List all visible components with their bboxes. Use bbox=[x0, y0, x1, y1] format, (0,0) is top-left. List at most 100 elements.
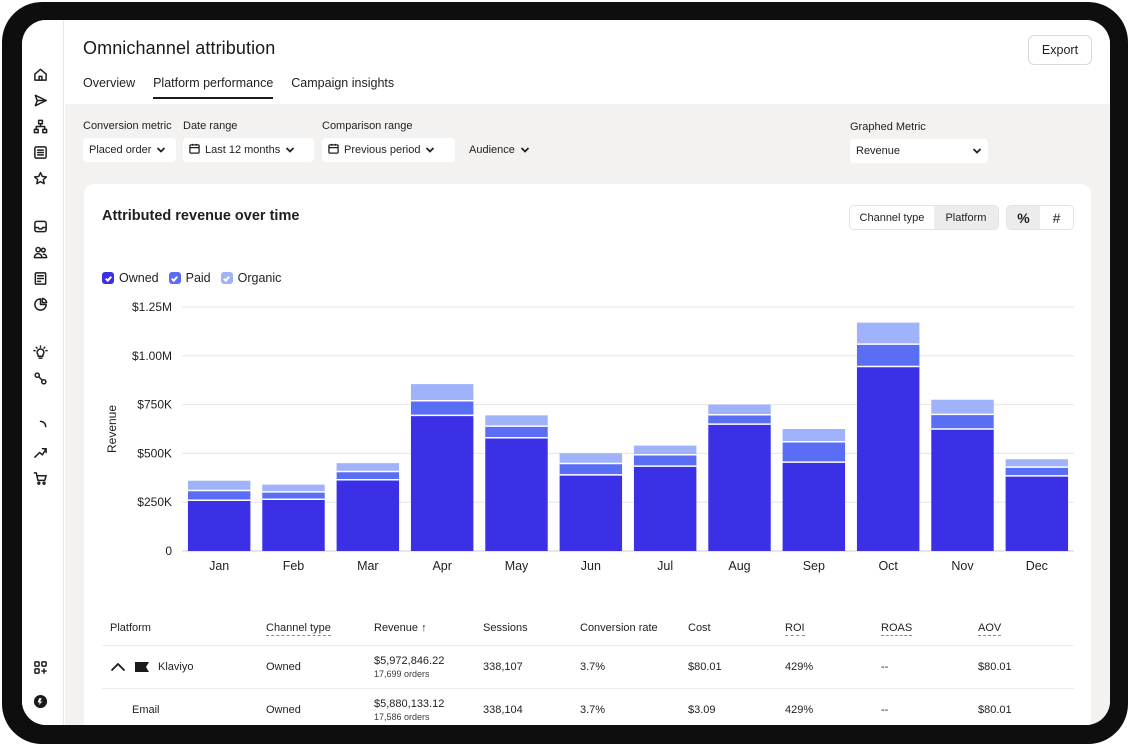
column-header-conversion-rate[interactable]: Conversion rate bbox=[580, 621, 658, 634]
export-button[interactable]: Export bbox=[1028, 35, 1092, 65]
audience-select[interactable]: Audience bbox=[463, 138, 543, 162]
revenue-chart-card: Attributed revenue over time Channel typ… bbox=[84, 184, 1091, 725]
star-icon[interactable] bbox=[31, 169, 49, 187]
chevron-up-icon[interactable] bbox=[110, 662, 126, 672]
legend-item-paid[interactable]: Paid bbox=[168, 271, 211, 285]
x-tick-label: Sep bbox=[803, 559, 825, 573]
bar-owned bbox=[1005, 475, 1069, 551]
chevron-down-icon bbox=[425, 145, 435, 155]
conversion-metric-select[interactable]: Placed order bbox=[83, 138, 176, 162]
date-range-select[interactable]: Last 12 months bbox=[183, 138, 314, 162]
lightbulb-icon[interactable] bbox=[31, 343, 49, 361]
bar-owned bbox=[708, 424, 771, 551]
bar-organic bbox=[187, 480, 251, 491]
bar-organic bbox=[262, 484, 325, 492]
audience-value: Audience bbox=[469, 144, 515, 156]
platform-name: Klaviyo bbox=[158, 661, 194, 673]
page-title: Omnichannel attribution bbox=[83, 38, 276, 58]
comparison-range-filter: Comparison range Previous period bbox=[322, 120, 455, 162]
bar-organic bbox=[856, 322, 920, 345]
tab-overview[interactable]: Overview bbox=[83, 76, 136, 90]
bar-owned bbox=[931, 429, 994, 551]
bar-organic bbox=[336, 463, 400, 472]
integrations-icon[interactable] bbox=[31, 369, 49, 387]
page-header: Omnichannel attribution Export Overview … bbox=[65, 20, 1110, 104]
inbox-icon[interactable] bbox=[31, 217, 49, 235]
checkbox-checked-icon[interactable] bbox=[220, 272, 233, 284]
trend-icon[interactable] bbox=[31, 443, 49, 461]
column-header-roi[interactable]: ROI bbox=[785, 621, 881, 636]
account-icon[interactable] bbox=[31, 692, 49, 710]
column-header-label: Channel type bbox=[266, 621, 331, 636]
form-icon[interactable] bbox=[31, 269, 49, 287]
pie-chart-icon[interactable] bbox=[31, 295, 49, 313]
flow-icon[interactable] bbox=[31, 117, 49, 135]
unit-toggle: % # bbox=[1006, 205, 1074, 230]
y-tick-label: 0 bbox=[165, 544, 172, 558]
y-tick-label: $500K bbox=[137, 446, 172, 460]
column-header-channel-type[interactable]: Channel type bbox=[266, 621, 374, 636]
tab-campaign-insights[interactable]: Campaign insights bbox=[291, 76, 395, 90]
column-header-sessions[interactable]: Sessions bbox=[483, 621, 528, 634]
table-row[interactable]: Klaviyo Owned $5,972,846.22 17,699 order… bbox=[102, 646, 1074, 689]
apps-icon[interactable] bbox=[31, 658, 49, 676]
bar-organic bbox=[633, 445, 697, 455]
aov-cell: $80.01 bbox=[978, 704, 1012, 716]
platform-cell: Email bbox=[132, 704, 160, 716]
x-tick-label: Apr bbox=[432, 559, 451, 573]
conversion-metric-label: Conversion metric bbox=[83, 120, 172, 132]
send-icon[interactable] bbox=[31, 91, 49, 109]
bar-organic bbox=[1005, 459, 1069, 468]
column-header-label: AOV bbox=[978, 621, 1002, 636]
table-row[interactable]: Email Owned $5,880,133.12 17,586 orders … bbox=[102, 689, 1074, 725]
legend-item-organic[interactable]: Organic bbox=[220, 271, 282, 285]
home-icon[interactable] bbox=[31, 65, 49, 83]
bar-owned bbox=[410, 415, 474, 551]
bar-paid bbox=[262, 491, 325, 500]
x-tick-label: May bbox=[505, 559, 529, 573]
chevron-down-icon bbox=[972, 146, 982, 156]
legend-label: Owned bbox=[119, 271, 159, 285]
bar-paid bbox=[1005, 467, 1069, 476]
cart-icon[interactable] bbox=[31, 469, 49, 487]
legend-label: Organic bbox=[237, 271, 282, 285]
column-header-revenue[interactable]: Revenue ↑ bbox=[374, 621, 427, 634]
table-header: Platform Channel type Revenue ↑ Sessions… bbox=[102, 610, 1074, 646]
bar-owned bbox=[633, 466, 697, 551]
channel-type-cell: Owned bbox=[266, 661, 301, 673]
platform-cell: Klaviyo bbox=[102, 661, 266, 673]
loading-icon[interactable] bbox=[31, 417, 49, 435]
channel-type-option[interactable]: Channel type bbox=[850, 206, 934, 229]
list-icon[interactable] bbox=[31, 143, 49, 161]
y-tick-label: $1.25M bbox=[132, 300, 172, 314]
graphed-metric-value: Revenue bbox=[856, 145, 901, 157]
percent-option[interactable]: % bbox=[1007, 206, 1040, 229]
checkbox-checked-icon[interactable] bbox=[168, 272, 181, 284]
bar-organic bbox=[931, 399, 994, 415]
y-axis-label: Revenue bbox=[105, 405, 119, 453]
column-header-aov[interactable]: AOV bbox=[978, 621, 1058, 636]
x-tick-label: Oct bbox=[878, 559, 898, 573]
orders-count: 17,699 orders bbox=[374, 669, 430, 679]
bar-owned bbox=[336, 479, 400, 551]
column-header-platform[interactable]: Platform bbox=[110, 621, 151, 634]
tab-platform-performance[interactable]: Platform performance bbox=[153, 74, 274, 99]
revenue-cell: $5,880,133.12 17,586 orders bbox=[374, 698, 483, 722]
sessions-cell: 338,104 bbox=[483, 704, 523, 716]
roi-cell: 429% bbox=[785, 661, 814, 673]
bar-organic bbox=[485, 415, 548, 427]
column-header-cost[interactable]: Cost bbox=[688, 621, 711, 634]
bar-paid bbox=[336, 471, 400, 480]
y-tick-label: $1.00M bbox=[132, 349, 172, 363]
graphed-metric-select[interactable]: Revenue bbox=[850, 139, 988, 163]
audience-icon[interactable] bbox=[31, 243, 49, 261]
x-tick-label: Nov bbox=[951, 559, 974, 573]
comparison-range-select[interactable]: Previous period bbox=[322, 138, 455, 162]
legend-item-owned[interactable]: Owned bbox=[102, 271, 159, 285]
platform-option[interactable]: Platform bbox=[933, 206, 998, 229]
klaviyo-flag-icon bbox=[135, 662, 149, 672]
chevron-down-icon bbox=[285, 145, 295, 155]
count-option[interactable]: # bbox=[1040, 206, 1073, 229]
column-header-roas[interactable]: ROAS bbox=[881, 621, 978, 636]
checkbox-checked-icon[interactable] bbox=[102, 272, 114, 284]
